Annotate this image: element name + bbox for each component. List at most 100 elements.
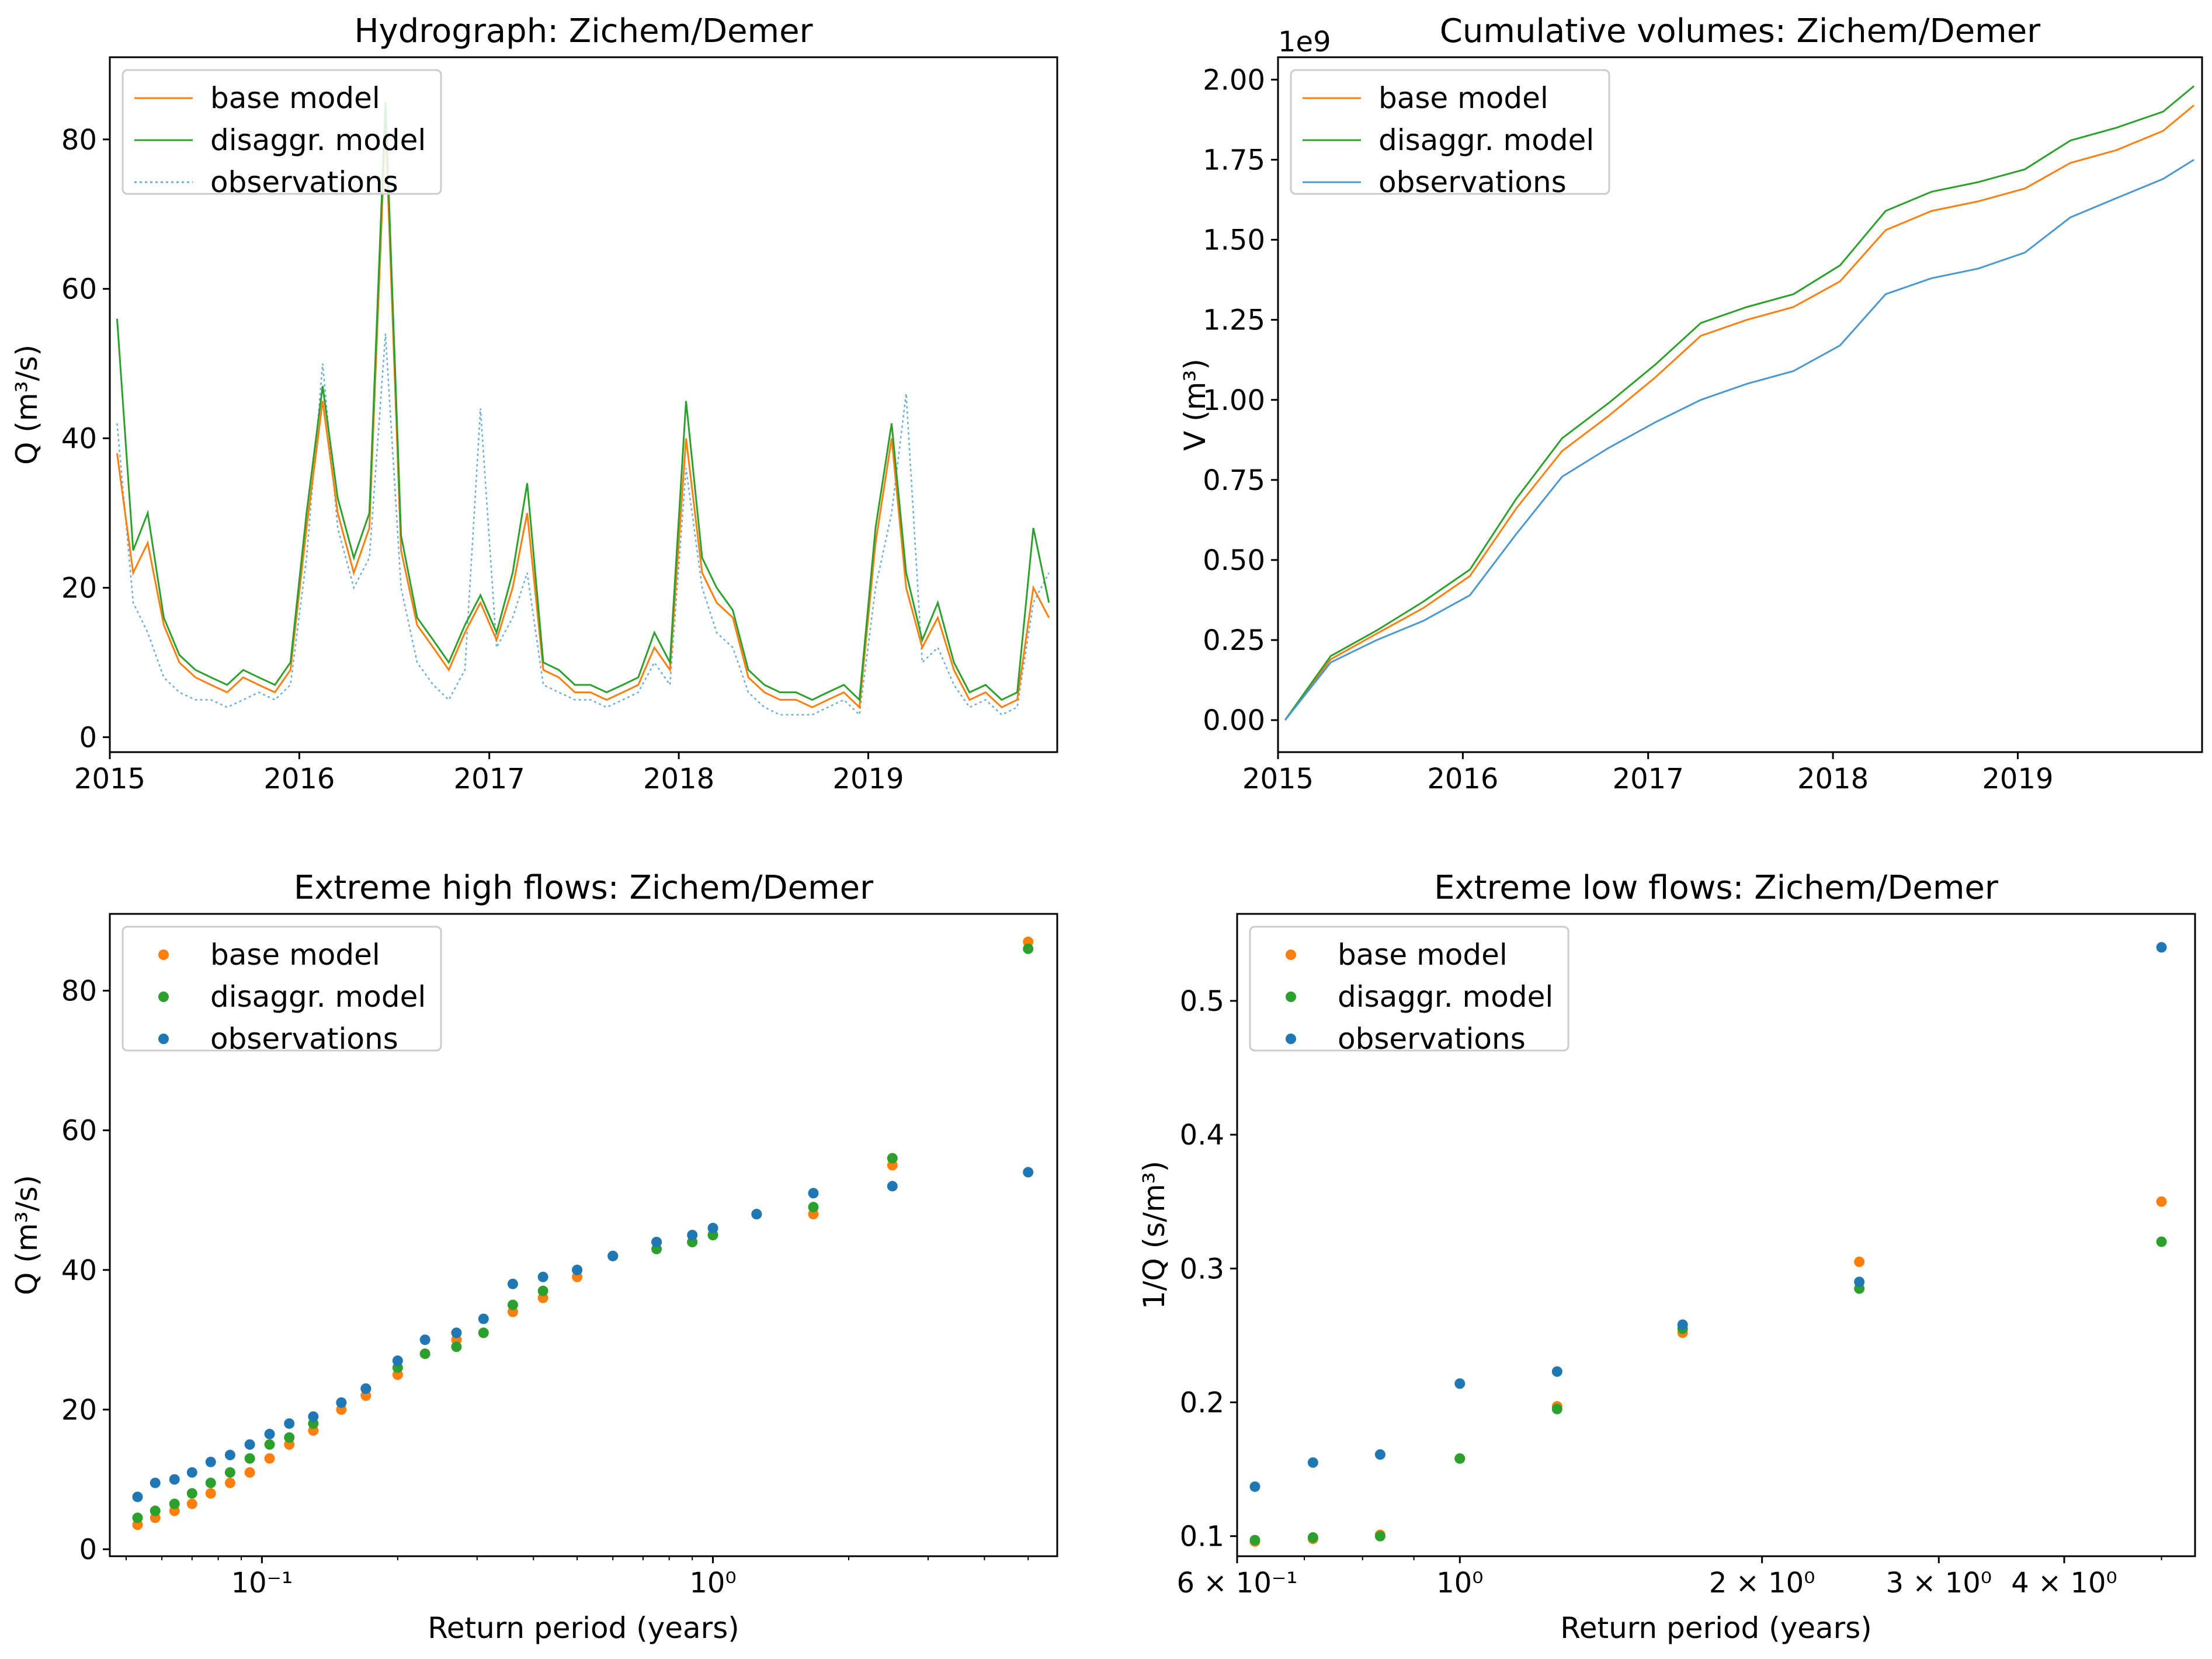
data-point <box>537 1271 548 1282</box>
data-point <box>687 1230 698 1240</box>
x-tick-label: 2019 <box>1982 763 2053 795</box>
y-tick-label: 20 <box>61 1394 97 1427</box>
legend-swatch-0 <box>1286 950 1296 960</box>
data-point <box>360 1383 371 1394</box>
data-point <box>1023 943 1034 954</box>
chart-title: Cumulative volumes: Zichem/Demer <box>1440 12 2041 50</box>
data-point <box>1551 1366 1562 1377</box>
y-tick-label: 2.00 <box>1203 64 1265 96</box>
y-tick-label: 60 <box>61 273 97 306</box>
y-tick-label: 0.5 <box>1180 985 1224 1018</box>
x-axis-label: Return period (years) <box>1560 1611 1872 1645</box>
data-point <box>150 1477 161 1488</box>
data-point <box>1551 1403 1562 1414</box>
y-tick-label: 0 <box>79 721 97 754</box>
data-point <box>478 1327 489 1338</box>
data-point <box>419 1348 430 1359</box>
data-point <box>1374 1449 1385 1460</box>
data-point <box>205 1488 216 1499</box>
x-tick-label: 2015 <box>1242 763 1314 795</box>
data-point <box>169 1474 180 1485</box>
data-point <box>507 1278 518 1289</box>
data-point <box>150 1505 161 1517</box>
y-tick-label: 1.00 <box>1203 384 1265 417</box>
y-axis-label: Q (m³/s) <box>10 1175 44 1295</box>
data-point <box>1454 1453 1466 1464</box>
data-point <box>132 1512 143 1524</box>
x-tick-label: 10⁰ <box>1436 1567 1483 1599</box>
data-point <box>284 1432 295 1443</box>
data-point <box>707 1223 718 1234</box>
data-point <box>607 1250 619 1261</box>
x-tick-label: 2019 <box>832 763 904 795</box>
y-tick-label: 1.75 <box>1203 144 1265 176</box>
data-point <box>392 1355 403 1366</box>
y-tick-label: 0.2 <box>1180 1386 1224 1419</box>
series-line-0 <box>1284 105 2195 721</box>
data-point <box>1454 1378 1466 1389</box>
data-point <box>244 1439 255 1450</box>
data-point <box>264 1428 275 1439</box>
chart-title: Hydrograph: Zichem/Demer <box>354 12 813 50</box>
chart-lowflows: Extreme low flows: Zichem/Demer 0.1 0.2 0.3… <box>1137 869 2196 1645</box>
data-point <box>1307 1532 1318 1543</box>
legend-box <box>1290 69 1610 195</box>
data-point <box>169 1498 180 1510</box>
y-tick-label: 20 <box>61 572 97 604</box>
y-tick-label: 40 <box>61 423 97 455</box>
axes-frame <box>1236 913 2196 1557</box>
y-offset-text: 1e9 <box>1278 26 1331 58</box>
y-tick-label: 0 <box>79 1533 97 1566</box>
data-point <box>244 1453 255 1464</box>
y-tick-label: 0.50 <box>1203 544 1265 577</box>
x-tick-label: 2 × 10⁰ <box>1709 1567 1815 1599</box>
y-axis-label: Q (m³/s) <box>10 345 44 465</box>
data-point <box>132 1491 143 1503</box>
data-point <box>186 1498 197 1510</box>
data-point <box>808 1188 819 1199</box>
legend-swatch-2 <box>158 1034 169 1044</box>
x-tick-label: 2016 <box>263 763 335 795</box>
legend-box <box>121 69 442 195</box>
data-point <box>1854 1277 1865 1288</box>
data-point <box>308 1411 319 1422</box>
legend-label: disaggr. model <box>210 980 426 1014</box>
data-point <box>224 1449 235 1460</box>
data-point <box>1023 1167 1034 1178</box>
data-point <box>651 1236 662 1247</box>
y-tick-label: 0.25 <box>1203 624 1265 657</box>
data-point <box>224 1477 235 1488</box>
plot-area <box>1249 942 2167 1547</box>
legend-swatch-0 <box>158 950 169 960</box>
legend-label: disaggr. model <box>210 123 426 157</box>
y-tick-label: 0.4 <box>1180 1119 1224 1152</box>
data-point <box>1854 1256 1865 1267</box>
data-point <box>572 1264 583 1275</box>
chart-title: Extreme high flows: Zichem/Demer <box>294 869 874 907</box>
legend-swatch-1 <box>1286 992 1296 1002</box>
data-point <box>2156 1236 2167 1247</box>
x-tick-label: 10⁻¹ <box>231 1567 293 1599</box>
legend-label: observations <box>210 1022 398 1056</box>
legend-swatch-2 <box>1286 1034 1296 1044</box>
x-tick-label: 2018 <box>1797 763 1869 795</box>
data-point <box>507 1299 518 1310</box>
legend-label: disaggr. model <box>1338 980 1553 1014</box>
data-point <box>478 1313 489 1324</box>
legend-box <box>1249 926 1569 1052</box>
y-axis-label: 1/Q (s/m³) <box>1137 1161 1171 1310</box>
data-point <box>2156 942 2167 953</box>
data-point <box>336 1397 347 1408</box>
x-tick-label: 4 × 10⁰ <box>2011 1567 2117 1599</box>
y-tick-label: 0.75 <box>1203 464 1265 497</box>
data-point <box>1374 1531 1385 1542</box>
data-point <box>186 1488 197 1499</box>
x-tick-label: 2018 <box>643 763 714 795</box>
legend-box <box>121 926 442 1052</box>
data-point <box>205 1456 216 1467</box>
chart-hydrograph: Hydrograph: Zichem/Demer 0 20 40 60 80 2015 201… <box>10 12 1058 795</box>
data-point <box>224 1467 235 1478</box>
y-tick-label: 1.25 <box>1203 304 1265 337</box>
data-point <box>537 1285 548 1296</box>
